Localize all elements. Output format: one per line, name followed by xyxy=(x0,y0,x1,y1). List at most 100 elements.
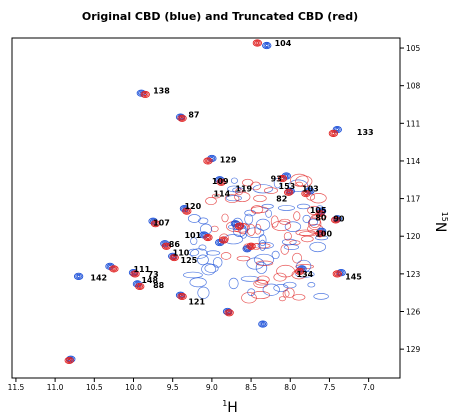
peak-contour xyxy=(295,267,305,275)
peak-contour xyxy=(280,177,285,181)
y-axis-label: 15N xyxy=(432,212,449,233)
cluster-contour xyxy=(210,225,219,233)
peak-contour xyxy=(259,321,267,327)
peak-contour xyxy=(161,242,172,250)
peak-contour xyxy=(178,293,186,300)
peak-label: 103 xyxy=(302,185,319,194)
peak-contour xyxy=(203,157,213,165)
cluster-contour xyxy=(240,275,260,282)
peak-contour xyxy=(277,174,288,183)
x-tick-label: 7.0 xyxy=(363,383,375,392)
peak-contour xyxy=(183,208,191,214)
peak-label: 82 xyxy=(276,195,287,204)
cluster-contour xyxy=(198,244,207,251)
x-tick-label: 7.5 xyxy=(323,383,335,392)
peak-label: 93 xyxy=(271,175,282,184)
peak-contour xyxy=(136,283,144,289)
cluster-contour xyxy=(233,225,247,238)
cluster-contour xyxy=(244,209,256,217)
peak-contour xyxy=(328,129,339,137)
cluster-contour xyxy=(292,252,303,264)
peak-contour xyxy=(246,242,256,250)
cluster-contour xyxy=(308,217,322,231)
cluster-contour xyxy=(255,261,268,274)
peak-label: 119 xyxy=(235,185,252,194)
cluster-contour xyxy=(199,223,213,235)
peak-contour xyxy=(110,266,118,272)
y-axis-label-nucleus: N xyxy=(432,222,448,232)
cluster-contour xyxy=(265,209,272,218)
cluster-contour xyxy=(250,181,262,191)
peak-contour xyxy=(220,237,227,243)
x-tick-label: 11.0 xyxy=(47,383,64,392)
cluster-contour xyxy=(220,252,232,260)
peak-contour xyxy=(335,128,340,132)
cluster-contour xyxy=(236,255,251,262)
cluster-contour xyxy=(256,275,270,284)
peak-contour xyxy=(318,212,322,216)
peak-contour xyxy=(204,158,212,164)
peak-contour xyxy=(182,207,192,215)
cluster-contour xyxy=(302,214,311,223)
peak-contour xyxy=(315,230,325,238)
peak-contour xyxy=(225,310,233,316)
cluster-contour xyxy=(310,193,327,204)
peak-contour xyxy=(163,243,170,249)
peak-contour xyxy=(67,358,72,362)
cluster-contour xyxy=(253,279,269,288)
peak-contour xyxy=(318,232,322,236)
cluster-contour xyxy=(307,282,316,288)
cluster-contour xyxy=(292,293,306,301)
peak-contour xyxy=(316,211,324,217)
peak-label: 90 xyxy=(333,215,345,224)
peak-contour xyxy=(258,320,268,328)
cluster-contour xyxy=(273,177,282,189)
peak-contour xyxy=(180,294,184,298)
peak-contour xyxy=(302,191,310,197)
y-tick-label: 126 xyxy=(406,308,421,317)
cluster-contour xyxy=(251,242,271,249)
cluster-contour xyxy=(279,218,291,225)
cluster-contour xyxy=(201,263,216,276)
cluster-contour xyxy=(205,197,217,206)
cluster-contour xyxy=(293,211,301,221)
peak-label: 142 xyxy=(90,274,107,283)
y-tick-label: 120 xyxy=(406,232,421,241)
x-axis-label-isotope: 1 xyxy=(222,399,227,408)
x-tick-label: 10.0 xyxy=(125,383,142,392)
chart-title: Original CBD (blue) and Truncated CBD (r… xyxy=(82,10,358,23)
peak-contour xyxy=(169,253,179,262)
y-tick-label: 129 xyxy=(406,345,421,354)
peak-label: 80 xyxy=(315,213,327,222)
peak-contour xyxy=(164,244,169,248)
peak-contour xyxy=(332,270,342,278)
x-tick-label: 11.5 xyxy=(8,383,25,392)
peak-contour xyxy=(221,238,226,242)
cluster-contour xyxy=(197,286,210,299)
peak-contour xyxy=(216,178,226,186)
cluster-contour xyxy=(224,194,240,203)
peak-label: 145 xyxy=(345,272,362,281)
peak-label: 111 xyxy=(133,265,150,274)
cluster-contour xyxy=(284,287,295,299)
cluster-contour xyxy=(262,283,280,296)
peak-contour xyxy=(296,268,303,274)
cluster-contour xyxy=(295,229,316,236)
peak-label: 120 xyxy=(184,202,201,211)
cluster-contour xyxy=(211,193,221,199)
peak-contour xyxy=(333,218,338,222)
cluster-contour xyxy=(197,254,209,266)
cluster-contour xyxy=(189,277,207,288)
cluster-contour xyxy=(247,288,256,296)
peak-contour xyxy=(133,272,137,276)
cluster-contour xyxy=(283,244,300,251)
cluster-contour xyxy=(255,280,269,286)
x-tick-label: 9.0 xyxy=(206,383,218,392)
peak-contour xyxy=(184,209,189,213)
cluster-contour xyxy=(263,187,278,194)
cluster-contour xyxy=(235,188,244,196)
cluster-contour xyxy=(187,248,200,257)
peak-contour xyxy=(152,221,159,227)
cluster-contour xyxy=(225,195,242,202)
peak-contour xyxy=(284,188,294,196)
